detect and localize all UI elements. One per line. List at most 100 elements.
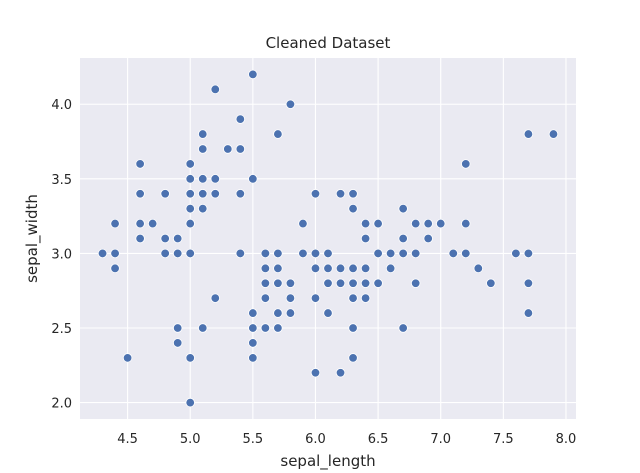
data-point bbox=[185, 174, 195, 184]
data-point bbox=[185, 397, 195, 408]
data-point bbox=[248, 323, 258, 333]
plot-area bbox=[80, 58, 576, 419]
x-tick-label: 7.5 bbox=[493, 432, 514, 447]
data-point bbox=[248, 69, 258, 80]
x-tick-label: 5.5 bbox=[243, 432, 264, 447]
data-point bbox=[298, 218, 308, 229]
data-point bbox=[323, 278, 333, 288]
data-point bbox=[285, 278, 296, 288]
data-point bbox=[260, 263, 271, 274]
y-axis-label: sepal_width bbox=[23, 194, 42, 283]
data-point bbox=[348, 323, 358, 333]
data-point bbox=[198, 144, 208, 154]
data-point bbox=[185, 353, 195, 363]
y-tick-label: 3.0 bbox=[51, 247, 72, 262]
data-point bbox=[335, 278, 346, 288]
data-point bbox=[248, 308, 258, 318]
data-point bbox=[398, 323, 408, 333]
data-point bbox=[235, 189, 246, 199]
data-point bbox=[160, 189, 170, 199]
data-point bbox=[110, 248, 120, 259]
data-point bbox=[97, 248, 108, 259]
data-point bbox=[410, 218, 421, 229]
data-points bbox=[97, 69, 559, 408]
data-point bbox=[335, 189, 346, 199]
y-tick-label: 2.0 bbox=[51, 397, 72, 412]
data-point bbox=[436, 218, 446, 229]
data-point bbox=[135, 233, 145, 244]
data-point bbox=[523, 129, 534, 139]
data-point bbox=[398, 203, 408, 214]
data-point bbox=[385, 248, 396, 259]
data-point bbox=[185, 159, 195, 169]
data-point bbox=[348, 353, 358, 363]
data-point bbox=[248, 174, 258, 184]
x-axis-label: sepal_length bbox=[280, 452, 375, 471]
y-tick-label: 2.5 bbox=[51, 322, 72, 337]
data-point bbox=[110, 218, 120, 229]
data-point bbox=[210, 84, 220, 95]
data-point bbox=[348, 263, 358, 274]
data-point bbox=[461, 218, 471, 229]
data-point bbox=[210, 174, 220, 184]
data-point bbox=[248, 353, 258, 363]
data-point bbox=[523, 308, 534, 318]
x-tick-label: 5.0 bbox=[180, 432, 201, 447]
data-point bbox=[273, 278, 283, 288]
data-point bbox=[185, 248, 195, 259]
data-point bbox=[273, 129, 283, 139]
data-point bbox=[310, 263, 321, 274]
y-tick-labels: 2.0 2.5 3.0 3.5 4.0 bbox=[51, 98, 72, 411]
data-point bbox=[260, 278, 271, 288]
data-point bbox=[373, 248, 383, 259]
data-point bbox=[323, 263, 333, 274]
x-tick-label: 8.0 bbox=[556, 432, 577, 447]
data-point bbox=[348, 189, 358, 199]
data-point bbox=[360, 218, 371, 229]
y-tick-label: 3.5 bbox=[51, 173, 72, 188]
data-point bbox=[410, 248, 421, 259]
data-point bbox=[223, 144, 233, 154]
data-point bbox=[198, 129, 208, 139]
data-point bbox=[185, 203, 195, 214]
data-point bbox=[198, 174, 208, 184]
data-point bbox=[122, 353, 133, 363]
data-point bbox=[198, 203, 208, 214]
data-point bbox=[273, 323, 283, 333]
data-point bbox=[285, 99, 296, 109]
data-point bbox=[473, 263, 484, 274]
data-point bbox=[448, 248, 458, 259]
data-point bbox=[198, 189, 208, 199]
data-point bbox=[373, 278, 383, 288]
x-tick-label: 7.0 bbox=[430, 432, 451, 447]
data-point bbox=[461, 159, 471, 169]
data-point bbox=[423, 233, 433, 244]
data-point bbox=[348, 203, 358, 214]
data-point bbox=[147, 218, 158, 229]
data-point bbox=[260, 248, 271, 259]
data-point bbox=[260, 323, 271, 333]
data-point bbox=[335, 368, 346, 378]
data-point bbox=[385, 263, 396, 274]
data-point bbox=[310, 248, 321, 259]
data-point bbox=[260, 293, 271, 303]
data-point bbox=[310, 293, 321, 303]
data-point bbox=[160, 233, 170, 244]
data-point bbox=[135, 159, 145, 169]
data-point bbox=[310, 189, 321, 199]
x-tick-label: 6.5 bbox=[368, 432, 389, 447]
data-point bbox=[235, 248, 246, 259]
x-tick-label: 6.0 bbox=[305, 432, 326, 447]
x-tick-label: 4.5 bbox=[117, 432, 138, 447]
data-point bbox=[172, 248, 183, 259]
data-point bbox=[360, 263, 371, 274]
x-tick-labels: 4.5 5.0 5.5 6.0 6.5 7.0 7.5 8.0 bbox=[117, 432, 576, 447]
data-point bbox=[511, 248, 521, 259]
chart-title: Cleaned Dataset bbox=[266, 34, 391, 52]
data-point bbox=[235, 144, 246, 154]
data-point bbox=[335, 263, 346, 274]
data-point bbox=[285, 293, 296, 303]
data-point bbox=[423, 218, 433, 229]
data-point bbox=[285, 308, 296, 318]
